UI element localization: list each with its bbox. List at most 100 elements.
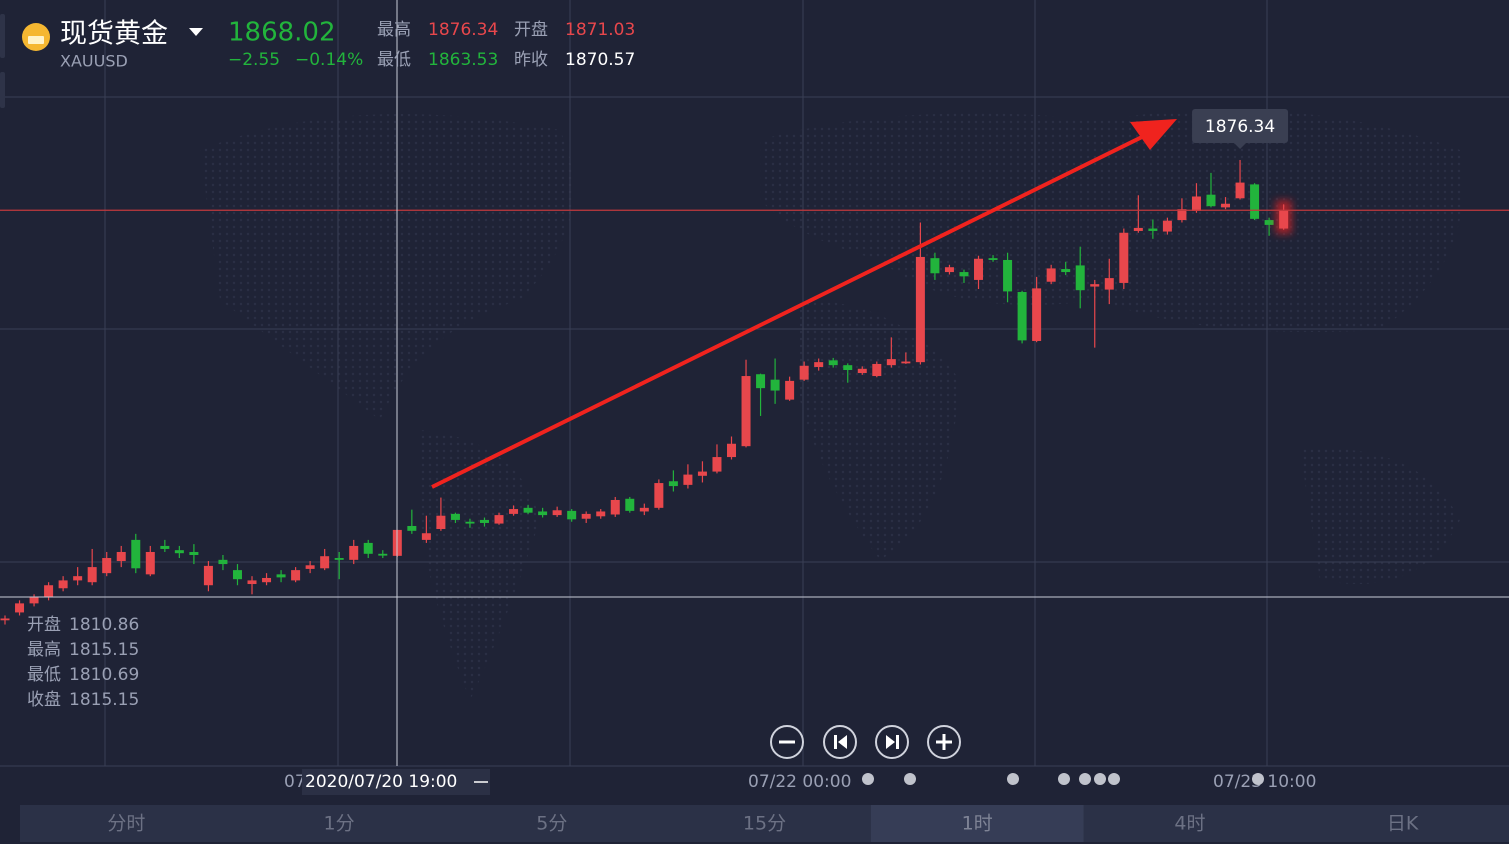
candle-body (712, 457, 722, 472)
event-dots (862, 773, 1264, 785)
zoom-controls (770, 725, 961, 759)
symbol-code: XAUUSD (60, 52, 128, 71)
candle-body (1235, 182, 1245, 199)
hover-value: 1815.15 (69, 640, 139, 660)
candle-body (843, 365, 853, 371)
header: 现货黄金 XAUUSD 1868.02 −2.55 −0.14% 最高 1876… (22, 18, 635, 71)
hover-label: 开盘 (27, 615, 61, 635)
candle-body (407, 525, 417, 531)
candle-body (901, 361, 911, 364)
stat-label: 最低 (377, 50, 411, 70)
candles: 1876.34 (0, 108, 1509, 625)
candle-body (567, 510, 577, 520)
tab[interactable]: 1时 (962, 813, 993, 835)
candle-body (436, 515, 446, 530)
stat-value: 1863.53 (428, 50, 498, 70)
go-end[interactable] (875, 725, 909, 759)
candle-body (1133, 227, 1143, 231)
candle-body (44, 585, 54, 598)
candle-body (625, 498, 635, 511)
candle-body (189, 551, 199, 556)
dropdown[interactable] (189, 28, 203, 36)
candle-body (1148, 228, 1158, 231)
candle-body (102, 558, 112, 574)
tab[interactable]: 1分 (324, 813, 355, 835)
world-map (200, 110, 1464, 700)
candle-body (523, 507, 533, 513)
candle-body (0, 618, 10, 621)
candle-body (73, 576, 83, 581)
tab-bar (20, 805, 1509, 842)
candle-body (654, 483, 664, 508)
go-start[interactable] (823, 725, 857, 759)
high-tooltip: 1876.34 (1205, 117, 1275, 137)
tab[interactable]: 分时 (107, 813, 145, 835)
candle-body (160, 545, 170, 549)
stat-value: 1876.34 (428, 20, 498, 40)
candle-body (262, 577, 272, 583)
candle-body (886, 359, 896, 366)
candle-body (421, 533, 431, 540)
candle-body (1061, 269, 1071, 273)
candle-body (363, 542, 373, 554)
crosshair-label-bg (302, 769, 490, 795)
candle-body (494, 515, 504, 524)
candle-body (58, 580, 68, 589)
candle-body (334, 558, 344, 560)
candle-body (276, 574, 286, 578)
candle-body (683, 474, 693, 485)
annotation-arrow (431, 119, 1177, 489)
candle-body (349, 545, 359, 560)
candle-body (872, 363, 882, 377)
candle-body (799, 365, 809, 380)
hover-info: 开盘 1810.86 最高 1815.15 最低 1810.69 收盘 1815.15 (27, 615, 139, 710)
candle-body (814, 362, 824, 367)
candle-body (974, 258, 984, 280)
candle-body (1206, 194, 1216, 207)
candle-body (1191, 196, 1201, 211)
candle-body (320, 556, 330, 569)
candle-body (727, 443, 736, 458)
candle-body (29, 597, 39, 604)
candle-body (247, 580, 257, 585)
tab[interactable]: 日K (1387, 813, 1419, 835)
zoom-out[interactable] (770, 725, 804, 759)
candle-body (1046, 268, 1056, 282)
candle-body (1177, 209, 1187, 221)
hover-value: 1810.69 (69, 665, 139, 685)
candle-body (915, 256, 925, 363)
candle-body (465, 521, 475, 524)
candle-body (930, 258, 940, 274)
tab[interactable]: 5分 (536, 813, 567, 835)
candle-body (203, 565, 213, 586)
hover-value: 1815.15 (69, 690, 139, 710)
candle-body (828, 360, 838, 366)
crosshair-label: 2020/07/20 19:00 (305, 772, 457, 792)
hover-value: 1810.86 (69, 615, 139, 635)
candle-body (116, 551, 126, 562)
candle-body (509, 509, 519, 514)
hover-label: 最高 (27, 640, 61, 660)
symbol-name: 现货黄金 (60, 19, 168, 50)
candle-body (988, 258, 998, 260)
candle-body (232, 570, 242, 580)
tab[interactable]: 15分 (743, 813, 786, 835)
candle-body (218, 559, 228, 565)
tab[interactable]: 4时 (1174, 813, 1205, 835)
candle-body (131, 539, 141, 569)
candle-body (1032, 288, 1042, 341)
stat-label: 昨收 (514, 50, 548, 70)
side-handle (0, 72, 5, 108)
x-axis: 07 2020/07/20 19:00 07/22 00:00 07/23 10… (284, 769, 1316, 795)
candle-body (1250, 184, 1260, 219)
gold-icon (28, 36, 44, 44)
candle-body (174, 550, 184, 554)
zoom-in[interactable] (927, 725, 961, 759)
candle-body (1017, 292, 1027, 341)
candle-body (87, 567, 97, 583)
candle-body (785, 380, 795, 400)
candle-body (668, 481, 678, 487)
candle-body (639, 507, 649, 512)
